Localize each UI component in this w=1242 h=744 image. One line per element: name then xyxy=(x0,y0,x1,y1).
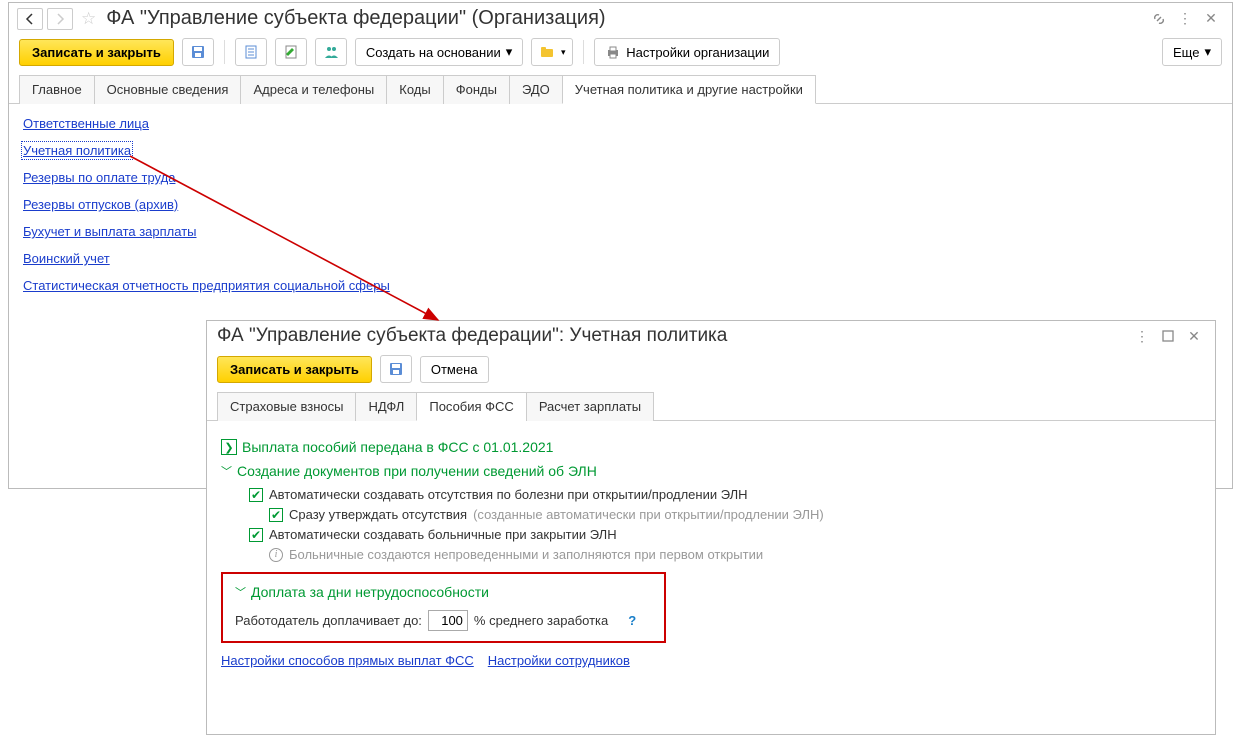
save-and-close-button[interactable]: Записать и закрыть xyxy=(19,39,174,66)
link-accounting-policy[interactable]: Учетная политика xyxy=(23,143,131,158)
extra-pay-input[interactable] xyxy=(428,610,468,631)
save-button[interactable] xyxy=(380,355,412,383)
link-military[interactable]: Воинский учет xyxy=(23,251,110,266)
chevron-down-icon: ﹀ xyxy=(235,584,246,600)
section-eln-heading[interactable]: ﹀ Создание документов при получении свед… xyxy=(221,463,1201,479)
main-toolbar: Записать и закрыть Создать на основании … xyxy=(9,32,1232,72)
sub-window: ФА "Управление субъекта федерации": Учет… xyxy=(206,320,1216,735)
auto-sickleave-label: Автоматически создавать больничные при з… xyxy=(269,527,617,542)
checkbox-checked-icon: ✔ xyxy=(249,528,263,542)
tab-fss-benefits[interactable]: Пособия ФСС xyxy=(416,392,526,421)
section-extra-label: Доплата за дни нетрудоспособности xyxy=(251,584,489,600)
info-hint-text: Больничные создаются непроведенными и за… xyxy=(289,547,763,562)
edit-button[interactable] xyxy=(275,38,307,66)
main-tabs: Главное Основные сведения Адреса и телеф… xyxy=(9,74,1232,104)
checkbox-auto-absence[interactable]: ✔ Автоматически создавать отсутствия по … xyxy=(249,487,1201,502)
printer-icon xyxy=(605,44,621,60)
more-button[interactable]: Еще ▾ xyxy=(1162,38,1222,66)
checkbox-auto-approve[interactable]: ✔ Сразу утверждать отсутствия (созданные… xyxy=(269,507,1201,522)
tab-insurance[interactable]: Страховые взносы xyxy=(217,392,356,421)
extra-pay-suffix: % среднего заработка xyxy=(474,613,608,628)
nav-forward-button[interactable] xyxy=(47,8,73,30)
info-icon: i xyxy=(269,548,283,562)
tab-payroll-calc[interactable]: Расчет зарплаты xyxy=(526,392,654,421)
section-extra-heading[interactable]: ﹀ Доплата за дни нетрудоспособности xyxy=(235,584,652,600)
link-pay-reserves[interactable]: Резервы по оплате труда xyxy=(23,170,175,185)
sub-titlebar: ФА "Управление субъекта федерации": Учет… xyxy=(207,321,1215,349)
section-eln-label: Создание документов при получении сведен… xyxy=(237,463,597,479)
org-settings-label: Настройки организации xyxy=(626,45,769,60)
tab-funds[interactable]: Фонды xyxy=(443,75,510,104)
people-button[interactable] xyxy=(315,38,347,66)
extra-pay-row: Работодатель доплачивает до: % среднего … xyxy=(235,610,652,631)
link-accounting-payroll[interactable]: Бухучет и выплата зарплаты xyxy=(23,224,197,239)
folder-dropdown-button[interactable]: ▾ xyxy=(531,38,573,66)
window-title: ФА "Управление субъекта федерации" (Орга… xyxy=(104,7,1146,30)
sub-content: ❯ Выплата пособий передана в ФСС с 01.01… xyxy=(207,421,1215,680)
link-fss-settings[interactable]: Настройки способов прямых выплат ФСС xyxy=(221,653,474,668)
close-icon[interactable]: ✕ xyxy=(1185,327,1203,345)
sub-toolbar: Записать и закрыть Отмена xyxy=(207,349,1215,389)
org-settings-button[interactable]: Настройки организации xyxy=(594,38,780,66)
link-statistical-report[interactable]: Статистическая отчетность предприятия со… xyxy=(23,278,390,293)
tab-ndfl[interactable]: НДФЛ xyxy=(355,392,417,421)
link-responsible-persons[interactable]: Ответственные лица xyxy=(23,116,149,131)
main-content: Ответственные лица Учетная политика Резе… xyxy=(9,104,1232,317)
sub-window-title: ФА "Управление субъекта федерации": Учет… xyxy=(215,325,1129,347)
tab-basic-info[interactable]: Основные сведения xyxy=(94,75,242,104)
favorite-star-icon[interactable]: ☆ xyxy=(77,9,100,29)
checkbox-checked-icon: ✔ xyxy=(269,508,283,522)
info-sickleave-hint: i Больничные создаются непроведенными и … xyxy=(269,547,1201,562)
nav-back-button[interactable] xyxy=(17,8,43,30)
checkbox-auto-sickleave[interactable]: ✔ Автоматически создавать больничные при… xyxy=(249,527,1201,542)
toolbar-separator xyxy=(224,40,225,64)
dropdown-icon: ▾ xyxy=(506,44,513,60)
create-based-label: Создать на основании xyxy=(366,45,501,60)
auto-absence-label: Автоматически создавать отсутствия по бо… xyxy=(269,487,748,502)
auto-approve-hint: (созданные автоматически при открытии/пр… xyxy=(473,507,824,522)
bottom-links: Настройки способов прямых выплат ФСС Нас… xyxy=(221,653,1201,668)
document-button[interactable] xyxy=(235,38,267,66)
help-icon[interactable]: ? xyxy=(628,613,636,628)
main-titlebar: ☆ ФА "Управление субъекта федерации" (Ор… xyxy=(9,3,1232,32)
create-based-button[interactable]: Создать на основании ▾ xyxy=(355,38,523,66)
save-and-close-button[interactable]: Записать и закрыть xyxy=(217,356,372,383)
checkbox-checked-icon: ✔ xyxy=(249,488,263,502)
link-vacation-reserves-archive[interactable]: Резервы отпусков (архив) xyxy=(23,197,178,212)
expand-right-icon: ❯ xyxy=(221,439,237,455)
chevron-down-icon: ﹀ xyxy=(221,463,232,479)
tab-main[interactable]: Главное xyxy=(19,75,95,104)
auto-approve-label: Сразу утверждать отсутствия xyxy=(289,507,467,522)
cancel-button[interactable]: Отмена xyxy=(420,356,489,383)
kebab-menu-icon[interactable]: ⋮ xyxy=(1176,10,1194,28)
kebab-menu-icon[interactable]: ⋮ xyxy=(1133,327,1151,345)
highlight-extra-pay-section: ﹀ Доплата за дни нетрудоспособности Рабо… xyxy=(221,572,666,643)
tab-edo[interactable]: ЭДО xyxy=(509,75,563,104)
extra-pay-prefix: Работодатель доплачивает до: xyxy=(235,613,422,628)
sub-tabs: Страховые взносы НДФЛ Пособия ФСС Расчет… xyxy=(207,391,1215,421)
close-icon[interactable]: ✕ xyxy=(1202,10,1220,28)
maximize-icon[interactable] xyxy=(1159,327,1177,345)
section-transfer-heading[interactable]: ❯ Выплата пособий передана в ФСС с 01.01… xyxy=(221,439,1201,455)
section-transfer-label: Выплата пособий передана в ФСС с 01.01.2… xyxy=(242,439,553,455)
more-label: Еще xyxy=(1173,45,1199,60)
link-employee-settings[interactable]: Настройки сотрудников xyxy=(488,653,630,668)
save-button[interactable] xyxy=(182,38,214,66)
tab-accounting-policy[interactable]: Учетная политика и другие настройки xyxy=(562,75,816,104)
tab-addresses[interactable]: Адреса и телефоны xyxy=(240,75,387,104)
link-icon[interactable] xyxy=(1150,10,1168,28)
toolbar-separator xyxy=(583,40,584,64)
tab-codes[interactable]: Коды xyxy=(386,75,443,104)
dropdown-icon: ▾ xyxy=(1204,44,1211,60)
